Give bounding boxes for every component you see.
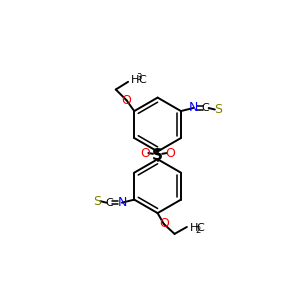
Text: O: O (122, 94, 131, 107)
Text: S: S (152, 148, 163, 163)
Text: O: O (140, 146, 150, 160)
Text: S: S (214, 103, 222, 116)
Text: H: H (190, 223, 198, 233)
Text: O: O (159, 218, 169, 230)
Text: N: N (189, 101, 198, 115)
Text: C: C (138, 75, 146, 85)
Text: S: S (93, 195, 101, 208)
Text: N: N (117, 196, 127, 209)
Text: C: C (202, 103, 209, 113)
Text: 3: 3 (136, 74, 142, 82)
Text: C: C (197, 223, 205, 233)
Text: H: H (131, 75, 139, 85)
Text: 2: 2 (195, 226, 200, 235)
Text: O: O (165, 146, 175, 160)
Text: C: C (106, 198, 113, 208)
